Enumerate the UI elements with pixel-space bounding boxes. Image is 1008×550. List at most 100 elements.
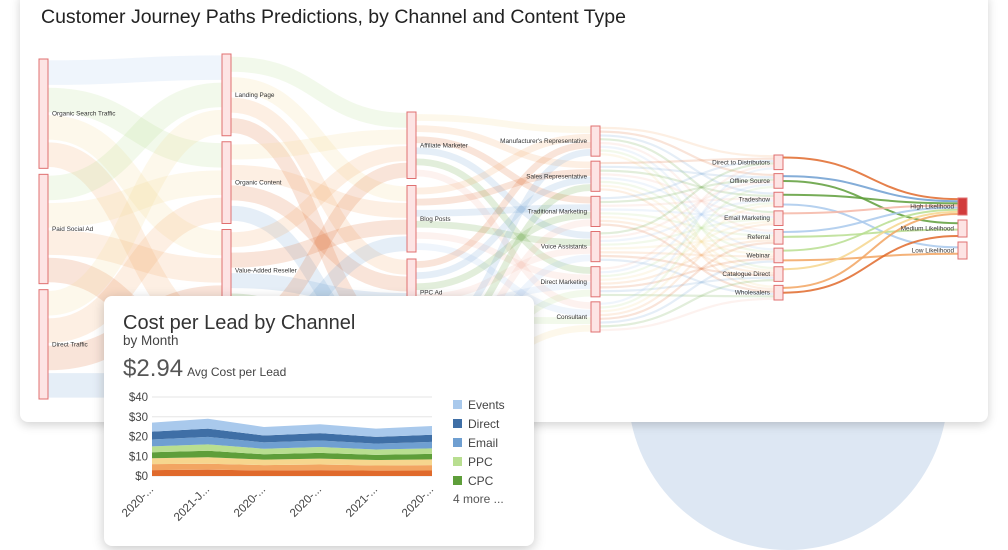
sankey-link bbox=[230, 97, 408, 275]
sankey-link bbox=[599, 126, 775, 158]
sankey-node[interactable] bbox=[590, 160, 601, 192]
sankey-node[interactable] bbox=[773, 210, 784, 226]
sankey-link bbox=[599, 180, 775, 253]
sankey-node-label: Manufacturer's Representative bbox=[500, 138, 587, 145]
sankey-node[interactable] bbox=[38, 173, 49, 285]
sankey-link bbox=[230, 56, 408, 128]
sankey-link bbox=[782, 234, 959, 294]
sankey-node[interactable] bbox=[590, 125, 601, 157]
sankey-node[interactable] bbox=[221, 141, 232, 224]
sankey-link bbox=[415, 176, 592, 280]
sankey-link bbox=[599, 199, 775, 243]
sankey-node[interactable] bbox=[773, 247, 784, 264]
x-tick-label: 2020-... bbox=[400, 484, 436, 520]
sankey-link bbox=[599, 188, 775, 291]
sankey-node[interactable] bbox=[406, 111, 417, 179]
sankey-node-label: Consultant bbox=[556, 314, 587, 321]
sankey-link bbox=[599, 219, 775, 274]
sankey-node-label: Wholesalers bbox=[735, 290, 770, 297]
sankey-node[interactable] bbox=[773, 229, 784, 245]
legend-item-ppc[interactable]: PPC bbox=[453, 452, 505, 471]
legend-swatch bbox=[453, 400, 462, 409]
sankey-link bbox=[599, 220, 775, 281]
sankey-link bbox=[47, 230, 223, 283]
sankey-node[interactable] bbox=[773, 284, 784, 301]
sankey-node[interactable] bbox=[773, 173, 784, 189]
sankey-node-label: Low Likelihood bbox=[912, 248, 955, 255]
sankey-node[interactable] bbox=[773, 191, 784, 208]
legend-swatch bbox=[453, 419, 462, 428]
sankey-node[interactable] bbox=[590, 231, 601, 263]
sankey-link bbox=[599, 208, 775, 219]
sankey-node[interactable] bbox=[38, 58, 49, 169]
sankey-node[interactable] bbox=[957, 241, 968, 260]
sankey-link bbox=[599, 251, 775, 258]
sankey-node-label: Tradeshow bbox=[739, 197, 771, 204]
sankey-link bbox=[599, 236, 775, 250]
sankey-link bbox=[599, 215, 775, 256]
sankey-link bbox=[782, 156, 959, 201]
sankey-node[interactable] bbox=[590, 266, 601, 298]
area-series-2[interactable] bbox=[152, 457, 432, 466]
x-axis: 2020-... 2021-J... 2020-... 2020-... 2021-..… bbox=[120, 484, 436, 524]
sankey-node[interactable] bbox=[406, 185, 417, 253]
sankey-node-label: Medium Likelihood bbox=[901, 226, 955, 233]
sankey-title: Customer Journey Paths Predictions, by C… bbox=[41, 6, 626, 28]
y-tick-label: $0 bbox=[135, 471, 148, 483]
sankey-link bbox=[782, 175, 959, 203]
sankey-link bbox=[599, 164, 775, 270]
legend-item-email[interactable]: Email bbox=[453, 433, 505, 452]
legend-item-cpc[interactable]: CPC bbox=[453, 471, 505, 490]
area-series-0[interactable] bbox=[152, 469, 432, 476]
sankey-node[interactable] bbox=[957, 219, 968, 238]
area-series-ppc[interactable] bbox=[152, 444, 432, 455]
sankey-link bbox=[230, 185, 408, 292]
sankey-link bbox=[599, 197, 775, 207]
y-tick-label: $30 bbox=[129, 412, 148, 424]
sankey-node-label: Organic Content bbox=[235, 180, 282, 187]
cost-card-title: Cost per Lead by Channel bbox=[123, 312, 356, 334]
legend-item-events[interactable]: Events bbox=[453, 395, 505, 414]
sankey-link bbox=[599, 257, 775, 289]
sankey-link bbox=[599, 218, 775, 246]
sankey-node-label: Organic Search Traffic bbox=[52, 111, 116, 118]
area-series-1[interactable] bbox=[152, 463, 432, 471]
area-series-events[interactable] bbox=[152, 418, 432, 437]
sankey-link bbox=[415, 169, 592, 309]
sankey-node[interactable] bbox=[773, 154, 784, 171]
sankey-link bbox=[782, 228, 959, 238]
legend-item-direct[interactable]: Direct bbox=[453, 414, 505, 433]
sankey-link bbox=[599, 254, 775, 277]
sankey-node[interactable] bbox=[957, 197, 968, 216]
area-series-direct[interactable] bbox=[152, 428, 432, 444]
sankey-links bbox=[46, 55, 959, 399]
kpi: $2.94 Avg Cost per Lead bbox=[123, 355, 286, 383]
x-tick-label: 2020-... bbox=[288, 484, 324, 520]
sankey-link bbox=[782, 193, 959, 205]
areas bbox=[152, 418, 432, 476]
sankey-link bbox=[782, 206, 959, 233]
legend-swatch bbox=[453, 476, 462, 485]
sankey-node[interactable] bbox=[221, 53, 232, 137]
area-series-email[interactable] bbox=[152, 436, 432, 450]
sankey-node[interactable] bbox=[773, 266, 784, 282]
sankey-link bbox=[230, 164, 408, 218]
sankey-link bbox=[782, 252, 959, 262]
y-tick-label: $40 bbox=[129, 392, 148, 404]
legend-more-link[interactable]: 4 more ... bbox=[453, 492, 504, 506]
sankey-link bbox=[47, 197, 223, 343]
area-series-cpc[interactable] bbox=[152, 450, 432, 461]
sankey-node-label: PPC Ad bbox=[420, 289, 443, 296]
sankey-link bbox=[415, 231, 592, 282]
sankey-node[interactable] bbox=[590, 301, 601, 333]
sankey-link bbox=[599, 167, 775, 305]
legend-swatch bbox=[453, 438, 462, 447]
legend-label: PPC bbox=[468, 454, 493, 469]
cost-per-lead-card: Cost per Lead by Channel by Month $2.94 A… bbox=[104, 296, 534, 546]
sankey-node[interactable] bbox=[590, 195, 601, 227]
sankey-node[interactable] bbox=[38, 289, 49, 400]
sankey-link bbox=[47, 170, 223, 228]
sankey-link bbox=[599, 169, 775, 198]
sankey-link bbox=[47, 87, 223, 168]
